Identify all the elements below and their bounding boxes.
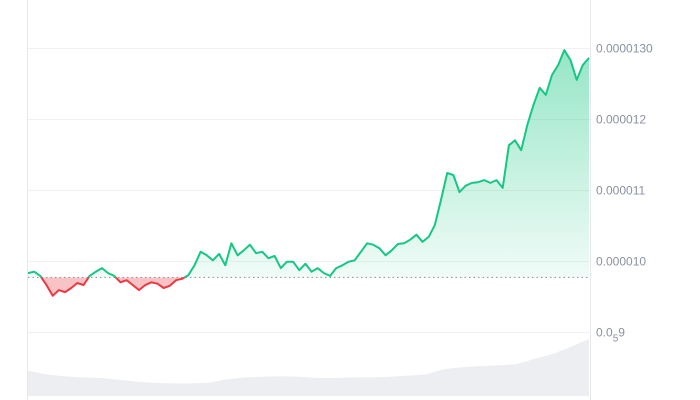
price-line-up	[27, 49, 590, 278]
area-fill-above-baseline	[28, 50, 589, 278]
area-fill-below-baseline	[28, 277, 589, 296]
volume-area	[28, 339, 589, 396]
y-tick-label: 0.000011	[596, 184, 645, 198]
y-tick-label: 0.0000130	[596, 42, 653, 56]
y-tick-label: 0.000012	[596, 113, 646, 127]
y-tick-label: 0.059	[596, 326, 625, 345]
y-tick-label: 0.000010	[596, 255, 646, 269]
price-line-down	[40, 277, 187, 297]
